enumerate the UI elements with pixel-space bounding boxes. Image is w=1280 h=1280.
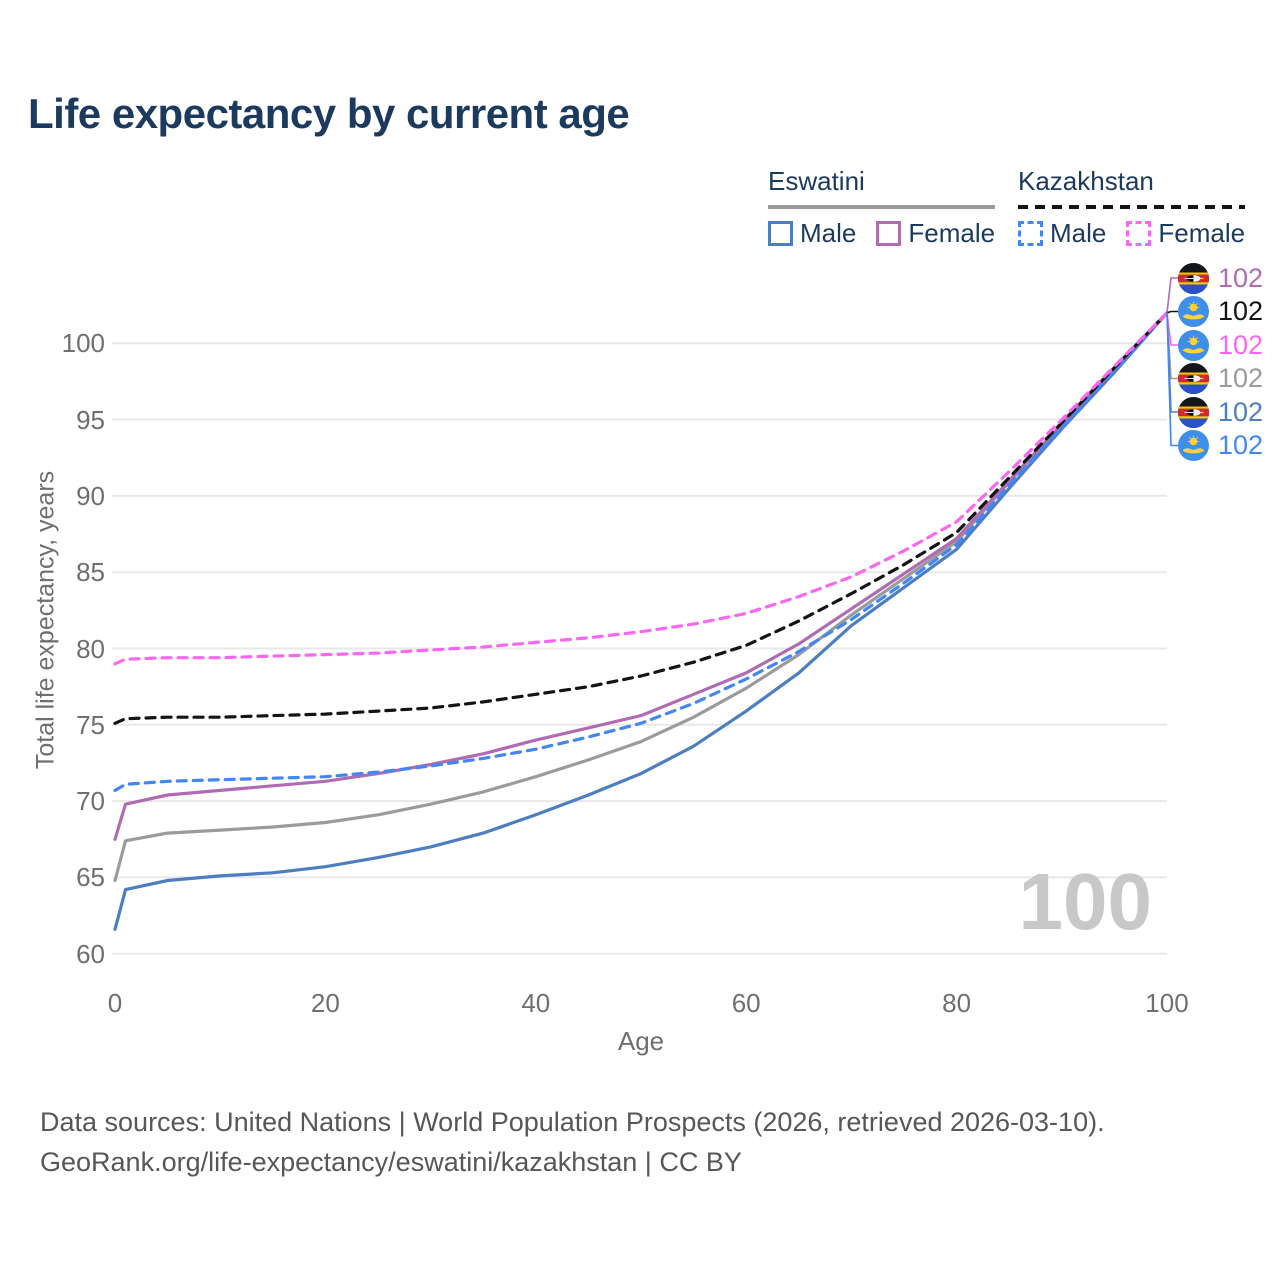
y-tick-label-80: 80 [76, 633, 105, 664]
legend-header-eswatini[interactable]: Eswatini [768, 166, 865, 196]
x-tick-label-20: 20 [310, 988, 340, 1018]
kazakhstan-flag-icon [1178, 329, 1209, 361]
data-sources-line: Data sources: United Nations | World Pop… [40, 1107, 1105, 1137]
endpoint-value-eswatini_all: 102 [1218, 363, 1264, 393]
attribution-line: GeoRank.org/life-expectancy/eswatini/kaz… [40, 1147, 742, 1177]
age-watermark: 100 [1018, 857, 1152, 946]
eswatini-solid-line-swatch-icon [768, 205, 996, 209]
endpoint-label-eswatini_female: 102 [1178, 262, 1264, 294]
y-tick-label-100: 100 [61, 328, 105, 359]
kazakhstan-male-swatch-icon [1018, 221, 1043, 246]
y-tick-label-70: 70 [76, 786, 105, 817]
endpoint-value-eswatini_male: 102 [1218, 396, 1264, 427]
legend-label-kazakhstan-female: Female [1158, 218, 1246, 248]
legend-label-eswatini-female: Female [908, 218, 996, 248]
page-title: Life expectancy by current age [28, 90, 630, 137]
kazakhstan-female-swatch-icon [1126, 221, 1152, 246]
kazakhstan-flag-icon [1178, 296, 1209, 327]
series-line-eswatini_all[interactable] [113, 311, 1169, 883]
x-tick-label-0: 0 [107, 988, 123, 1018]
series-line-eswatini_female[interactable] [113, 311, 1169, 841]
eswatini-flag-icon [1178, 363, 1209, 394]
eswatini-female-swatch-icon [876, 221, 902, 246]
legend-group-eswatini: Eswatini Male Female [768, 166, 996, 249]
legend-label-eswatini-male: Male [800, 218, 857, 248]
x-tick-label-100: 100 [1145, 988, 1189, 1018]
y-tick-label-60: 60 [76, 938, 105, 969]
legend-item-eswatini-male[interactable]: Male [768, 218, 856, 249]
y-tick-label-90: 90 [76, 480, 105, 511]
endpoint-label-kazakhstan_male: 102 [1178, 430, 1263, 461]
legend-header-kazakhstan[interactable]: Kazakhstan [1018, 166, 1154, 196]
y-tick-label-95: 95 [76, 404, 105, 435]
endpoint-value-kazakhstan_female: 102 [1218, 329, 1264, 360]
x-tick-label-80: 80 [942, 988, 972, 1018]
leader-line-eswatini_female [1166, 277, 1178, 313]
series-line-kazakhstan_male[interactable] [113, 311, 1169, 792]
eswatini-flag-icon [1178, 396, 1209, 428]
x-tick-label-60: 60 [731, 988, 761, 1018]
y-tick-label-85: 85 [76, 557, 105, 588]
leader-line-kazakhstan_all [1166, 310, 1178, 314]
endpoint-value-kazakhstan_all: 102 [1218, 296, 1264, 326]
legend-item-kazakhstan-male[interactable]: Male [1018, 218, 1106, 249]
endpoint-label-eswatini_male: 102 [1178, 396, 1264, 428]
y-tick-label-75: 75 [76, 709, 105, 740]
x-axis-title: Age [617, 1026, 665, 1056]
y-tick-label-65: 65 [76, 862, 105, 893]
endpoint-label-kazakhstan_all: 102 [1178, 296, 1263, 327]
eswatini-flag-icon [1178, 262, 1209, 294]
leader-line-kazakhstan_male [1166, 312, 1178, 447]
x-tick-label-40: 40 [521, 988, 551, 1018]
legend-item-eswatini-female[interactable]: Female [876, 218, 995, 249]
eswatini-male-swatch-icon [768, 221, 793, 246]
endpoint-value-eswatini_female: 102 [1218, 262, 1264, 293]
series-line-kazakhstan_female[interactable] [113, 311, 1169, 666]
legend-item-kazakhstan-female[interactable]: Female [1126, 218, 1245, 249]
series-line-kazakhstan_all[interactable] [113, 311, 1169, 725]
legend-label-kazakhstan-male: Male [1050, 218, 1107, 248]
kazakhstan-flag-icon [1178, 430, 1209, 461]
legend-group-kazakhstan: Kazakhstan Male Female [1018, 166, 1246, 249]
series-line-eswatini_male[interactable] [113, 311, 1169, 931]
kazakhstan-dashed-line-swatch-icon [1018, 205, 1246, 209]
endpoint-label-kazakhstan_female: 102 [1178, 329, 1264, 361]
endpoint-label-eswatini_all: 102 [1178, 363, 1263, 394]
endpoint-value-kazakhstan_male: 102 [1218, 430, 1264, 460]
